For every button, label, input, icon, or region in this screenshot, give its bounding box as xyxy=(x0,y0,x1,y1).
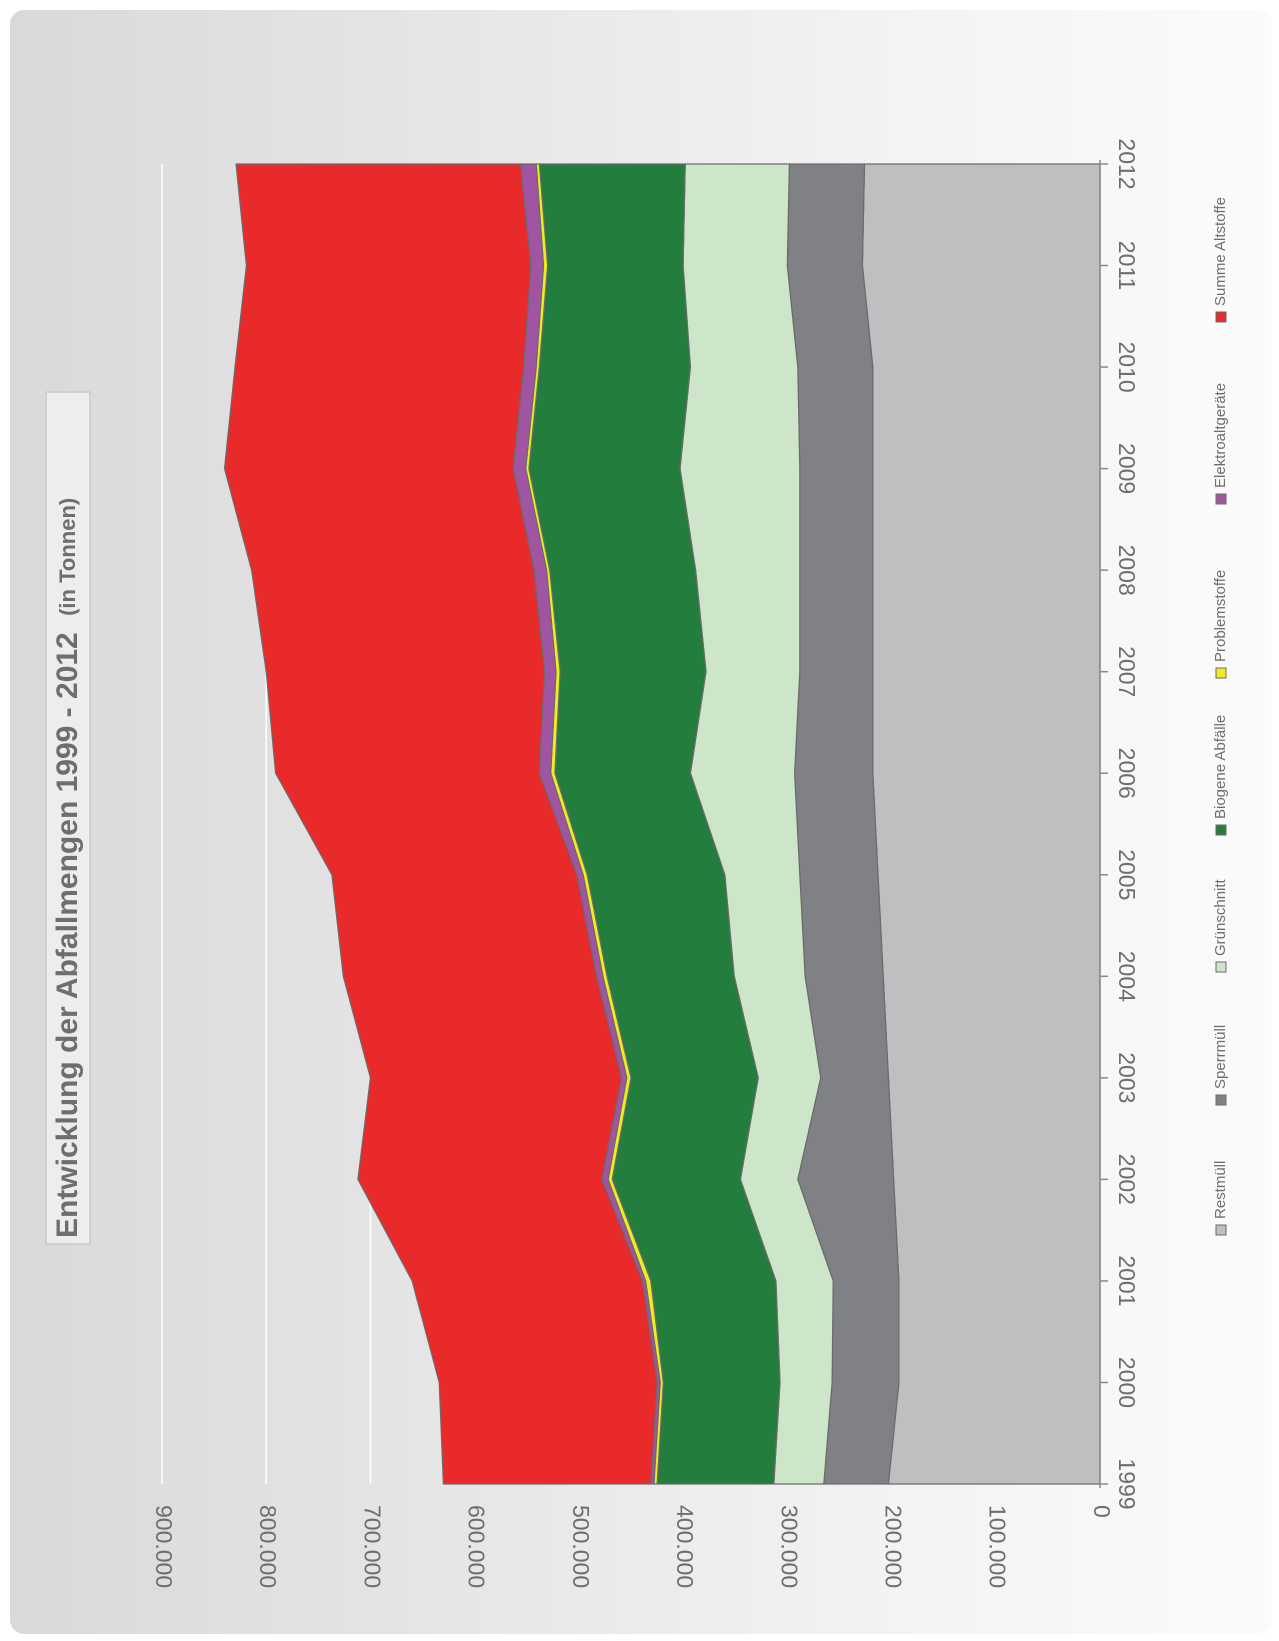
x-tick-label: 2006 xyxy=(1114,748,1140,799)
legend-swatch xyxy=(1215,961,1227,973)
y-tick-label: 300.000 xyxy=(776,1505,802,1588)
legend-swatch xyxy=(1215,1094,1227,1106)
x-tick-label: 2012 xyxy=(1114,138,1140,189)
chart-title-box xyxy=(45,391,91,1245)
x-tick-label: 2001 xyxy=(1114,1255,1140,1306)
legend-label: Restmüll xyxy=(1212,1161,1229,1219)
area-summe-altstoffe xyxy=(223,163,658,1485)
y-tick-label: 800.000 xyxy=(255,1505,281,1588)
legend-swatch xyxy=(1215,311,1227,323)
y-tick-label: 0 xyxy=(1089,1505,1115,1518)
x-tick-label: 2009 xyxy=(1114,443,1140,494)
legend-label: Biogene Abfälle xyxy=(1212,715,1229,819)
x-tick-label: 2011 xyxy=(1114,241,1140,290)
legend-label: Elektroaltgeräte xyxy=(1212,383,1229,488)
area-layer xyxy=(223,163,1101,1485)
x-tick-label: 2004 xyxy=(1114,951,1140,1002)
chart-title-unit: (in Tonnen) xyxy=(55,498,80,616)
legend-swatch xyxy=(1215,824,1227,836)
chart-title: Entwicklung der Abfallmengen 1999 - 2012… xyxy=(45,391,91,1245)
legend-label: Grünschnitt xyxy=(1212,878,1229,956)
y-tick-label: 900.000 xyxy=(151,1505,177,1588)
y-tick-label: 400.000 xyxy=(672,1505,698,1588)
x-tick-label: 2010 xyxy=(1114,341,1140,392)
legend-swatch xyxy=(1215,1224,1227,1236)
legend-swatch xyxy=(1215,667,1227,679)
legend-swatch xyxy=(1215,493,1227,505)
x-tick-labels: 1999 2000 2001 2002 2003 2004 2005 2006 2007 2008… xyxy=(1100,138,1140,1510)
legend-label: Sperrmüll xyxy=(1212,1025,1229,1089)
y-tick-label: 500.000 xyxy=(568,1505,594,1588)
legend-label: Problemstoffe xyxy=(1212,570,1229,662)
y-tick-labels: 0 100.000 200.000 300.000 400.000 500.000 600.… xyxy=(151,1505,1115,1588)
x-tick-label: 1999 xyxy=(1114,1458,1140,1509)
legend: Restmüll Sperrmüll Grünschnitt Biogene Abfä… xyxy=(1212,197,1229,1236)
y-tick-label: 600.000 xyxy=(464,1505,490,1588)
x-tick-label: 2008 xyxy=(1114,545,1140,596)
x-tick-label: 2000 xyxy=(1114,1357,1140,1408)
x-tick-label: 2005 xyxy=(1114,849,1140,900)
y-tick-label: 100.000 xyxy=(985,1505,1011,1588)
legend-label: Summe Altstoffe xyxy=(1212,197,1229,306)
y-tick-label: 200.000 xyxy=(880,1505,906,1588)
x-tick-label: 2007 xyxy=(1114,646,1140,697)
y-tick-label: 700.000 xyxy=(359,1505,385,1588)
chart-title-text: Entwicklung der Abfallmengen 1999 - 2012… xyxy=(51,498,84,1238)
x-tick-label: 2003 xyxy=(1114,1052,1140,1103)
chart-title-main: Entwicklung der Abfallmengen 1999 - 2012 xyxy=(51,632,84,1238)
x-tick-label: 2002 xyxy=(1114,1154,1140,1205)
